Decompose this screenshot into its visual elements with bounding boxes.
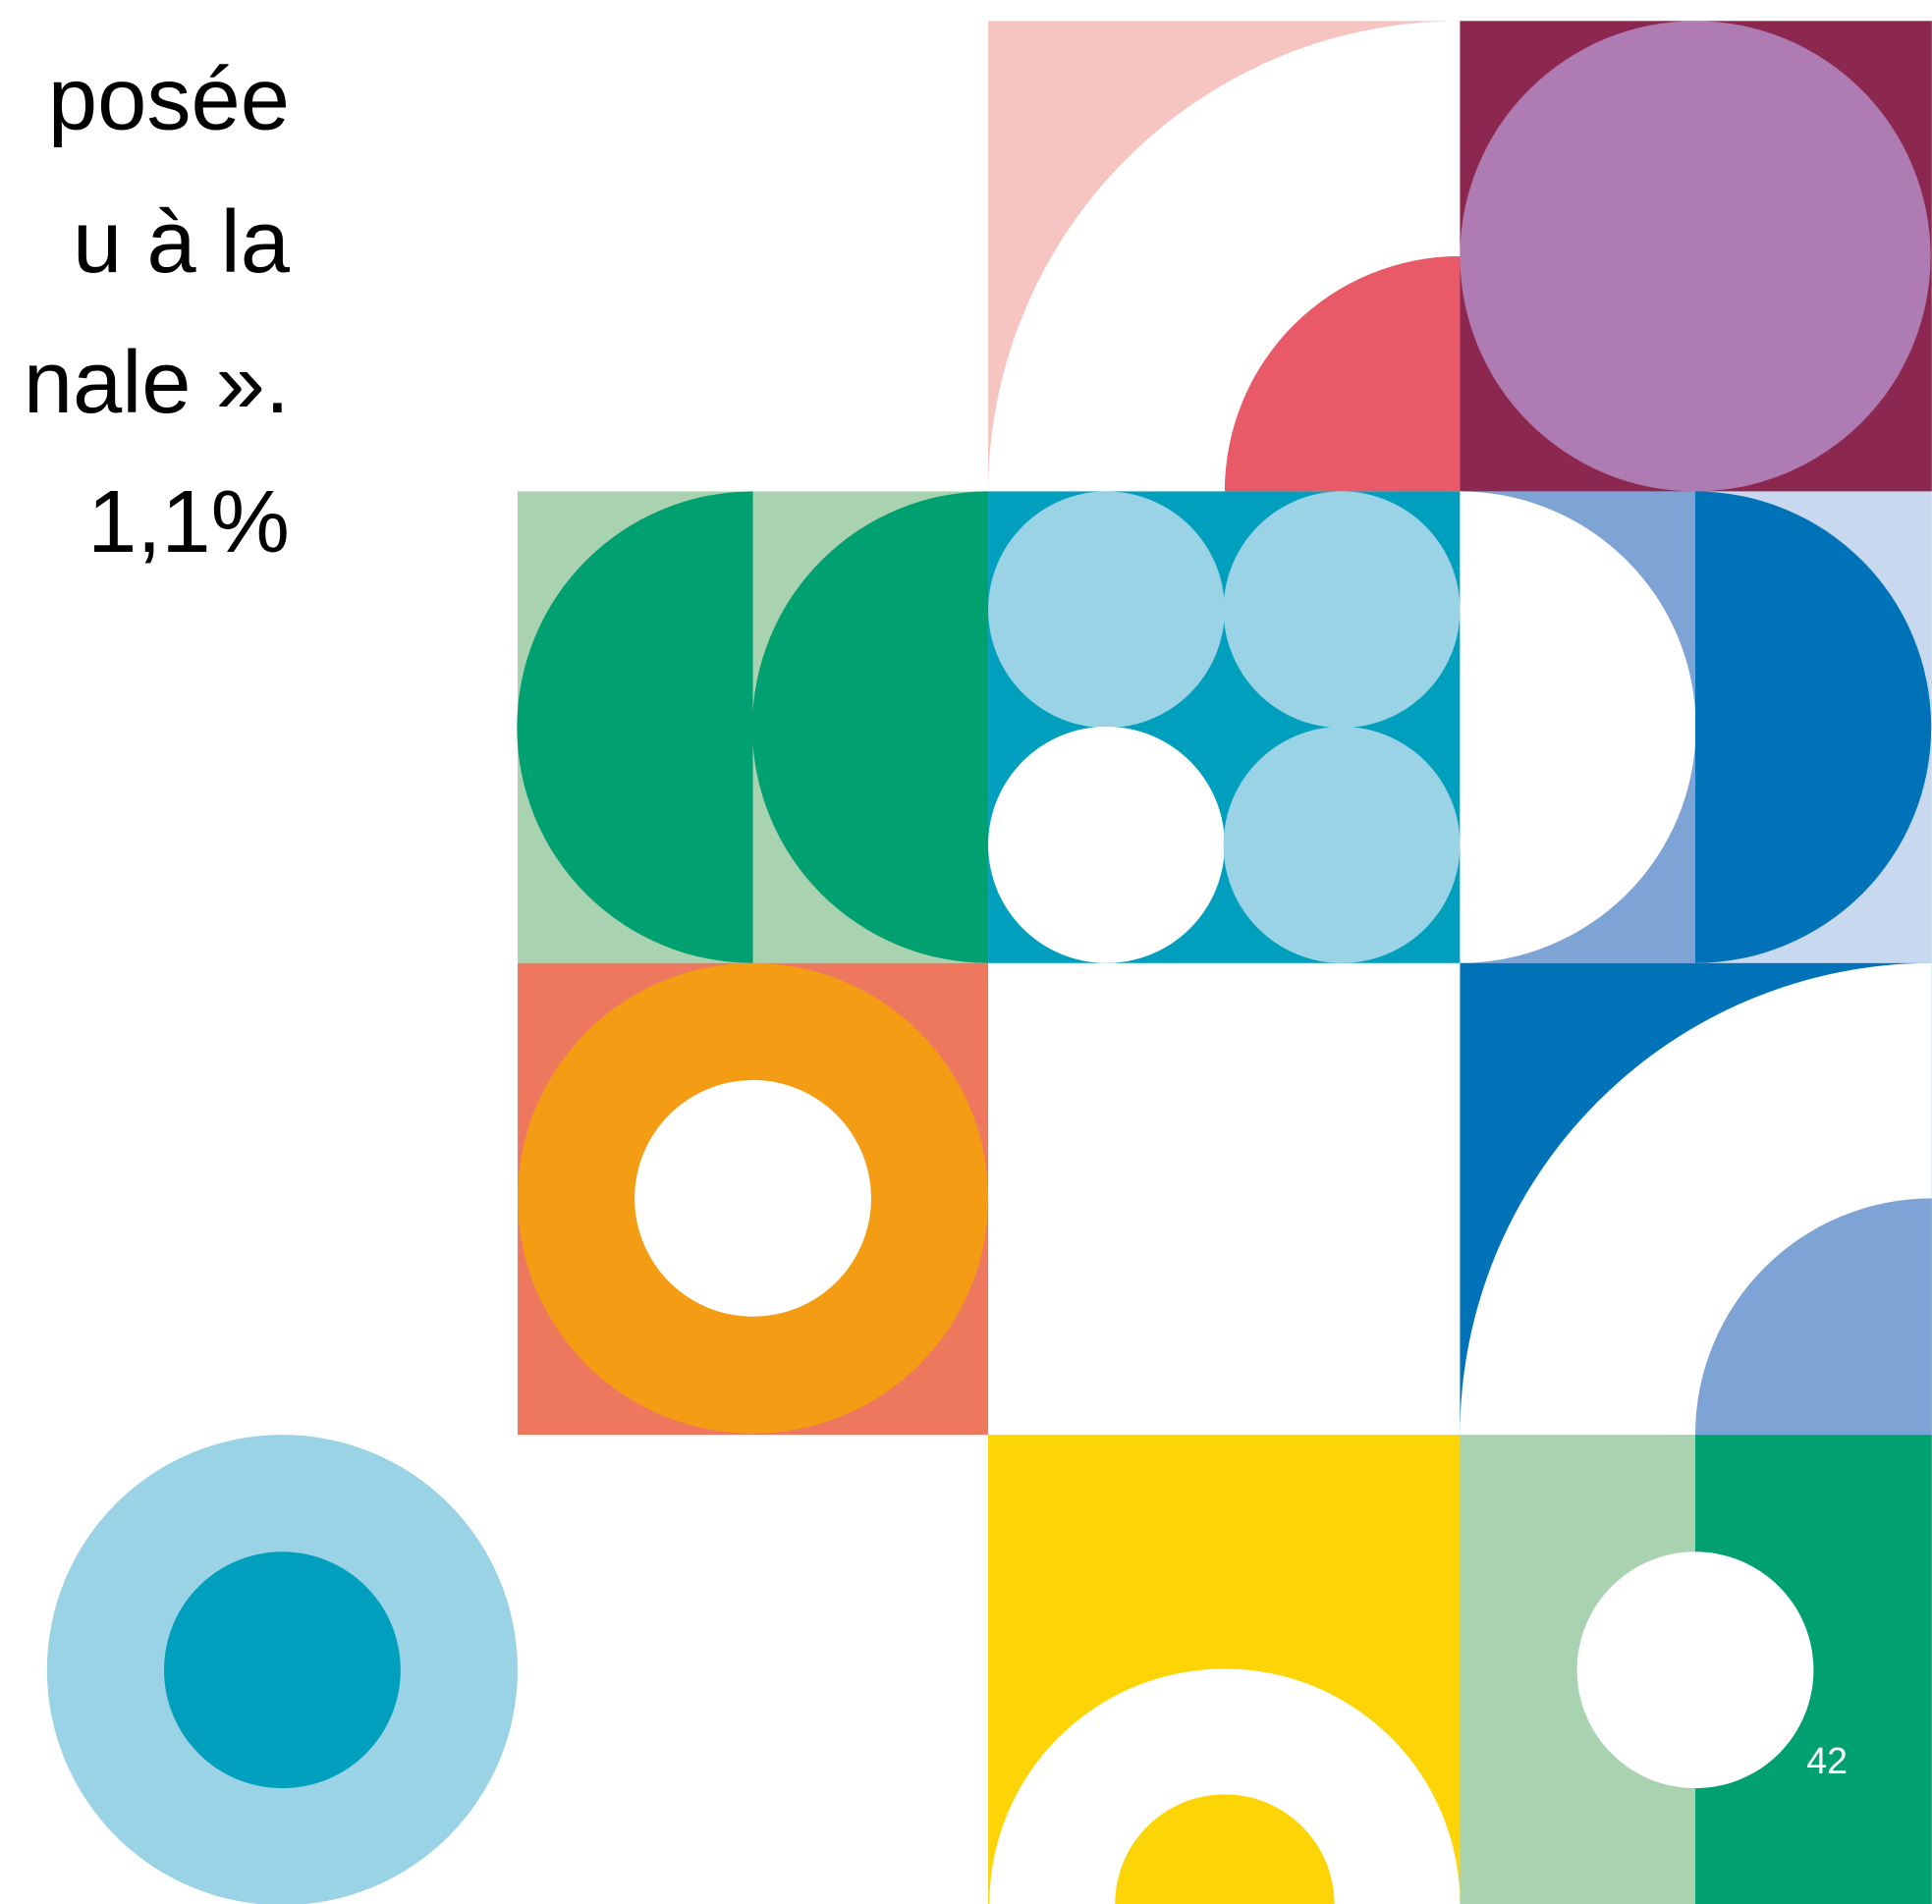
tile bbox=[988, 21, 1461, 492]
text-line: 1,1% bbox=[87, 472, 290, 571]
tile bbox=[1460, 1435, 1932, 1904]
tile bbox=[517, 962, 989, 1436]
tile bbox=[1460, 962, 1932, 1436]
tile bbox=[988, 1435, 1461, 1904]
page-number: 42 bbox=[1806, 1740, 1848, 1781]
tile bbox=[1460, 21, 1932, 492]
text-line: posée bbox=[48, 50, 290, 149]
decor-circle bbox=[46, 1435, 518, 1904]
tile bbox=[1460, 491, 1932, 963]
tile bbox=[988, 491, 1461, 963]
text-line: u à la bbox=[73, 192, 291, 292]
tile bbox=[517, 491, 989, 963]
text-line: nale ». bbox=[24, 333, 290, 432]
